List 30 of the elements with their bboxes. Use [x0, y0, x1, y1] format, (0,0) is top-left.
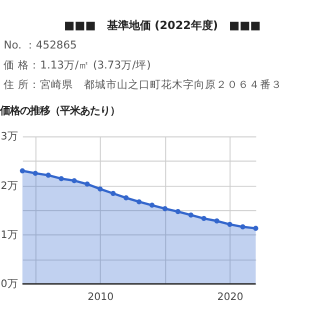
point [149, 202, 155, 208]
point [214, 218, 220, 224]
chart-subtitle: 価格の推移（平米あたり） [0, 105, 120, 117]
text: 住 所：宮崎県 都城市山之口町花木字向原２０６４番３ [4, 78, 282, 91]
y-tick-label: 2万 [0, 180, 18, 192]
text: 価 格：1.13万/㎡ (3.73万/坪) [4, 58, 151, 72]
point [58, 176, 64, 182]
x-tick-label: 2020 [217, 291, 244, 304]
point [20, 168, 25, 174]
x-tick-label: 2010 [88, 291, 114, 304]
text: No. ：452865 [4, 38, 77, 52]
point [32, 170, 38, 176]
y-tick-label: 0万 [0, 278, 18, 290]
y-tick-label: 1万 [0, 228, 18, 241]
point [253, 226, 258, 231]
point [72, 178, 77, 184]
point [201, 216, 206, 222]
point [136, 199, 142, 204]
point [175, 209, 181, 214]
point [98, 186, 103, 192]
point [46, 172, 51, 178]
chart-title: ■■■ 基準地価 (2022年度) ■■■ [64, 19, 261, 32]
point [227, 222, 232, 227]
point [110, 190, 116, 196]
point [240, 224, 246, 230]
y-tick-label: 3万 [0, 130, 18, 143]
point [162, 206, 168, 212]
point [124, 195, 129, 200]
point [188, 212, 194, 218]
point [84, 182, 90, 187]
